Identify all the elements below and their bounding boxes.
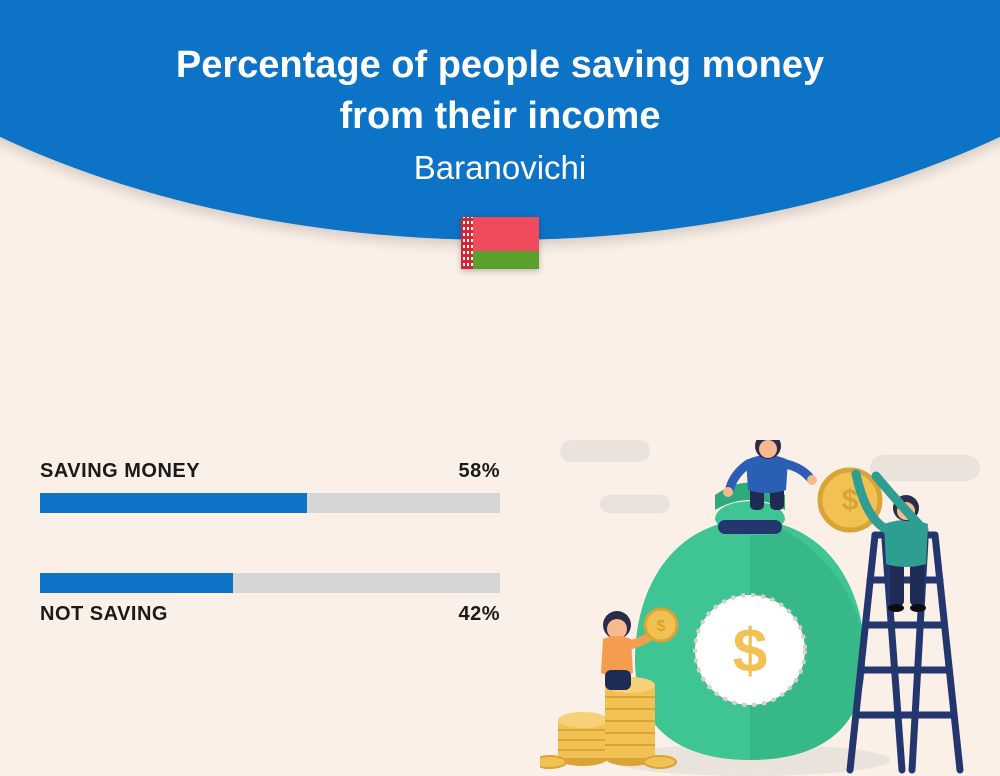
bars-chart: SAVING MONEY 58% NOT SAVING 42% bbox=[40, 460, 500, 686]
bar-track bbox=[40, 573, 500, 593]
bar-saving-money: SAVING MONEY 58% bbox=[40, 460, 500, 513]
currency-symbol: $ bbox=[733, 617, 767, 686]
page-title: Percentage of people saving money from t… bbox=[0, 40, 1000, 143]
flag-stripes bbox=[473, 217, 539, 269]
bar-fill bbox=[40, 493, 307, 513]
bar-header: NOT SAVING 42% bbox=[40, 603, 500, 626]
header: Percentage of people saving money from t… bbox=[0, 0, 1000, 269]
bar-not-saving: NOT SAVING 42% bbox=[40, 573, 500, 626]
bar-value: 42% bbox=[458, 603, 500, 626]
page-subtitle: Baranovichi bbox=[0, 149, 1000, 187]
bar-label: SAVING MONEY bbox=[40, 460, 200, 483]
flag-green-stripe bbox=[473, 251, 539, 268]
bar-track bbox=[40, 493, 500, 513]
bar-label: NOT SAVING bbox=[40, 603, 168, 626]
flag-belarus bbox=[461, 217, 539, 269]
title-line-1: Percentage of people saving money bbox=[176, 44, 824, 86]
bar-fill bbox=[40, 573, 233, 593]
savings-illustration: $ $ bbox=[540, 440, 980, 776]
title-line-2: from their income bbox=[340, 95, 661, 137]
bar-value: 58% bbox=[458, 460, 500, 483]
flag-ornament bbox=[461, 217, 473, 269]
ladder-icon bbox=[850, 535, 960, 770]
bar-header: SAVING MONEY 58% bbox=[40, 460, 500, 483]
flag-red-stripe bbox=[473, 217, 539, 252]
svg-text:$: $ bbox=[657, 618, 666, 635]
